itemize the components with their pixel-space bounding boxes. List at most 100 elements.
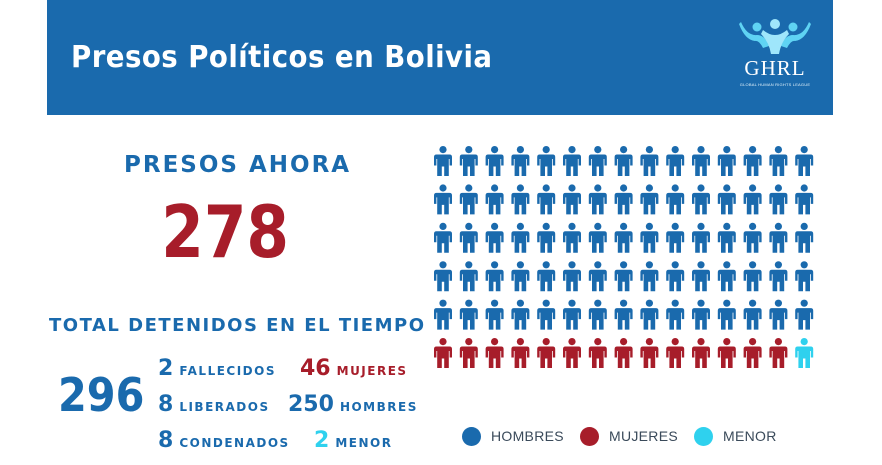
stat-hombres-num: 250 bbox=[288, 392, 334, 417]
person-icon-hombres bbox=[459, 299, 478, 330]
person-icon-hombres bbox=[485, 261, 504, 292]
person-icon-hombres bbox=[640, 299, 659, 330]
stat-mujeres-num: 46 bbox=[300, 356, 331, 381]
person-icon-hombres bbox=[769, 261, 788, 292]
person-icon-hombres bbox=[692, 146, 710, 176]
person-icon-mujeres bbox=[563, 338, 581, 368]
person-icon-hombres bbox=[795, 222, 814, 253]
person-icon-hombres bbox=[537, 222, 556, 253]
stat-condenados-label: CONDENADOS bbox=[179, 436, 290, 450]
pictogram-grid bbox=[434, 146, 814, 368]
person-icon-hombres bbox=[485, 146, 504, 176]
person-icon-hombres bbox=[795, 146, 814, 176]
person-icon-hombres bbox=[511, 184, 530, 215]
person-icon-hombres bbox=[743, 261, 762, 292]
person-icon-hombres bbox=[666, 146, 685, 176]
person-icon-mujeres bbox=[666, 338, 685, 368]
stat-liberados-num: 8 bbox=[158, 392, 174, 417]
person-icon-hombres bbox=[666, 222, 685, 253]
person-icon-mujeres bbox=[434, 338, 452, 368]
person-icon-hombres bbox=[563, 184, 581, 215]
person-icon-hombres bbox=[717, 184, 736, 215]
person-icon-mujeres bbox=[588, 338, 607, 368]
person-icon-hombres bbox=[563, 146, 581, 176]
person-icon-menor bbox=[795, 338, 814, 368]
legend-label-hombres: HOMBRES bbox=[491, 428, 564, 444]
person-icon-hombres bbox=[459, 184, 478, 215]
person-icon-hombres bbox=[717, 146, 736, 176]
header-banner: Presos Políticos en Bolivia GHRL GLOBAL … bbox=[47, 0, 833, 115]
person-icon-mujeres bbox=[511, 338, 530, 368]
person-icon-hombres bbox=[666, 261, 685, 292]
person-icon-hombres bbox=[717, 261, 736, 292]
legend-label-mujeres: MUJERES bbox=[609, 428, 678, 444]
person-icon-hombres bbox=[511, 261, 530, 292]
person-icon-mujeres bbox=[459, 338, 478, 368]
stat-condenados: 8 CONDENADOS bbox=[158, 428, 290, 453]
person-icon-mujeres bbox=[717, 338, 736, 368]
person-icon-hombres bbox=[434, 222, 452, 253]
person-icon-hombres bbox=[666, 299, 685, 330]
person-icon-hombres bbox=[614, 184, 633, 215]
stat-liberados-label: LIBERADOS bbox=[179, 400, 270, 414]
stat-fallecidos-num: 2 bbox=[158, 356, 174, 381]
person-icon-mujeres bbox=[640, 338, 659, 368]
stat-mujeres-label: MUJERES bbox=[336, 364, 408, 378]
person-icon-hombres bbox=[511, 222, 530, 253]
person-icon-hombres bbox=[588, 261, 607, 292]
person-icon-hombres bbox=[537, 261, 556, 292]
person-icon-hombres bbox=[692, 261, 710, 292]
person-icon-hombres bbox=[588, 222, 607, 253]
person-icon-hombres bbox=[485, 299, 504, 330]
person-icon-hombres bbox=[563, 299, 581, 330]
person-icon-hombres bbox=[795, 299, 814, 330]
person-icon-hombres bbox=[692, 299, 710, 330]
person-icon-hombres bbox=[614, 261, 633, 292]
total-detenidos-label: TOTAL DETENIDOS EN EL TIEMPO bbox=[49, 315, 426, 336]
person-icon-hombres bbox=[743, 146, 762, 176]
person-icon-hombres bbox=[717, 222, 736, 253]
stat-hombres-label: HOMBRES bbox=[339, 400, 418, 414]
total-detenidos-value: 296 bbox=[58, 368, 145, 422]
person-icon-hombres bbox=[769, 222, 788, 253]
legend-dot-menor bbox=[694, 427, 713, 446]
person-icon-hombres bbox=[511, 299, 530, 330]
person-icon-hombres bbox=[537, 184, 556, 215]
person-icon-hombres bbox=[563, 261, 581, 292]
person-icon-mujeres bbox=[485, 338, 504, 368]
person-icon-hombres bbox=[614, 146, 633, 176]
person-icon-hombres bbox=[692, 222, 710, 253]
presos-ahora-label: PRESOS AHORA bbox=[124, 152, 352, 178]
person-icon-mujeres bbox=[743, 338, 762, 368]
person-icon-hombres bbox=[511, 146, 530, 176]
person-icon-hombres bbox=[795, 184, 814, 215]
person-icon-mujeres bbox=[769, 338, 788, 368]
person-icon-hombres bbox=[459, 222, 478, 253]
person-icon-mujeres bbox=[692, 338, 710, 368]
person-icon-hombres bbox=[614, 222, 633, 253]
logo-text: GHRL bbox=[744, 56, 806, 80]
stat-condenados-num: 8 bbox=[158, 428, 174, 453]
person-icon-hombres bbox=[640, 261, 659, 292]
person-icon-hombres bbox=[692, 184, 710, 215]
legend-dot-mujeres bbox=[580, 427, 599, 446]
page-title: Presos Políticos en Bolivia bbox=[71, 40, 493, 75]
person-icon-hombres bbox=[743, 184, 762, 215]
stat-menor: 2 MENOR bbox=[314, 428, 392, 453]
person-icon-hombres bbox=[717, 299, 736, 330]
logo-subtext: GLOBAL HUMAN RIGHTS LEAGUE bbox=[739, 82, 811, 87]
stat-menor-label: MENOR bbox=[335, 436, 393, 450]
person-icon-hombres bbox=[434, 184, 452, 215]
person-icon-hombres bbox=[537, 146, 556, 176]
person-icon-hombres bbox=[666, 184, 685, 215]
person-icon-hombres bbox=[459, 146, 478, 176]
people-logo-icon bbox=[739, 19, 811, 54]
person-icon-hombres bbox=[614, 299, 633, 330]
person-icon-mujeres bbox=[537, 338, 556, 368]
stat-menor-num: 2 bbox=[314, 428, 330, 453]
person-icon-hombres bbox=[640, 146, 659, 176]
person-icon-hombres bbox=[769, 299, 788, 330]
legend-label-menor: MENOR bbox=[723, 428, 777, 444]
person-icon-hombres bbox=[743, 299, 762, 330]
person-icon-mujeres bbox=[614, 338, 633, 368]
